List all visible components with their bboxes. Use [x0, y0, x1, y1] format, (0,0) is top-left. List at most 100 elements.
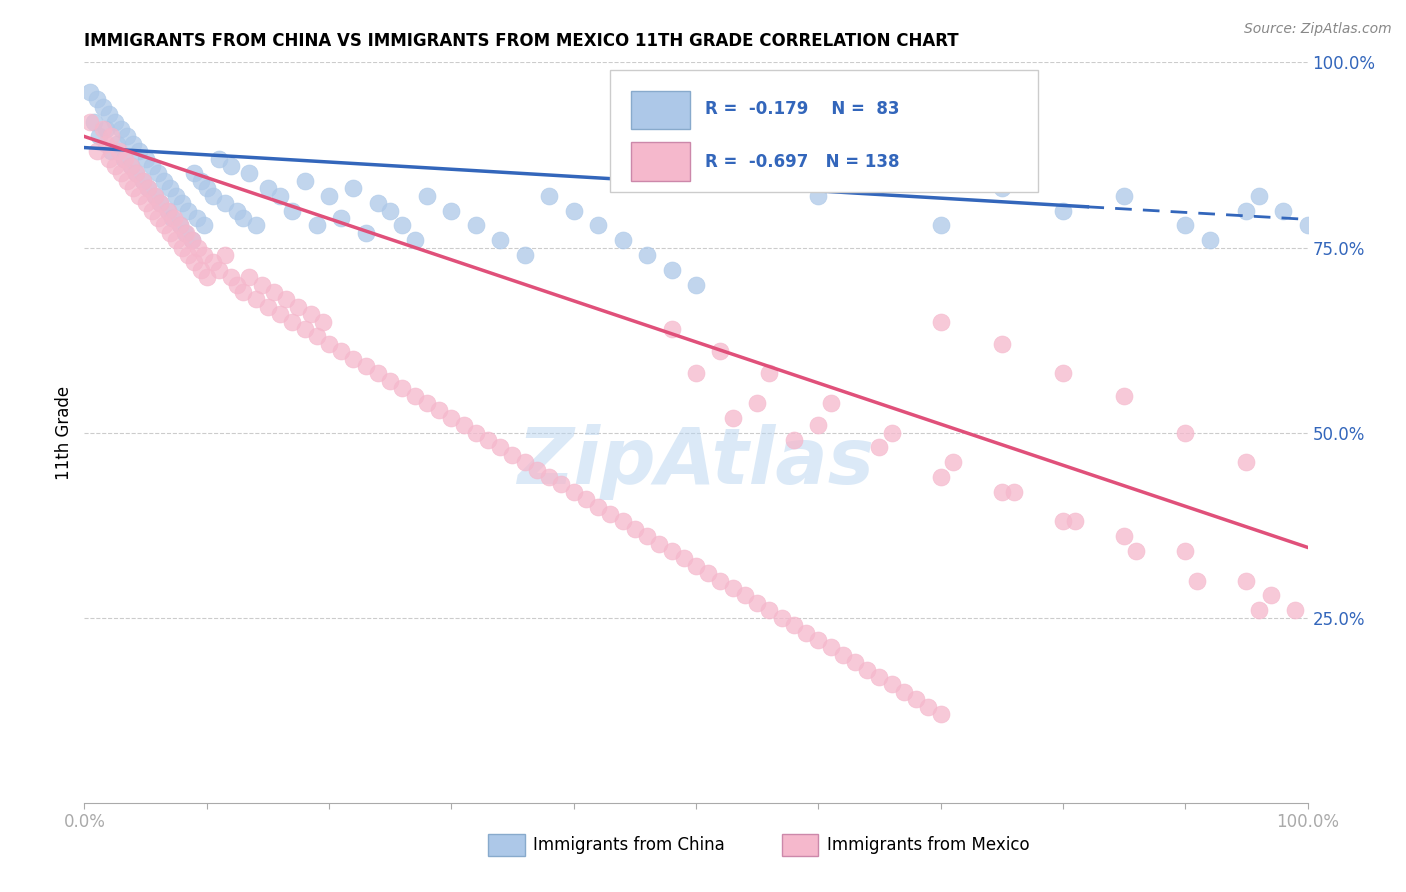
Point	[1125, 544, 1147, 558]
Point	[183, 255, 205, 269]
Point	[120, 159, 142, 173]
Point	[294, 174, 316, 188]
Point	[115, 174, 138, 188]
Point	[783, 433, 806, 447]
Point	[104, 159, 127, 173]
Point	[807, 188, 830, 202]
Point	[96, 136, 118, 151]
Point	[380, 203, 402, 218]
Point	[97, 107, 120, 121]
Point	[132, 174, 155, 188]
Point	[195, 181, 218, 195]
Point	[734, 589, 756, 603]
Point	[929, 470, 952, 484]
Point	[380, 374, 402, 388]
Point	[1114, 188, 1136, 202]
Point	[391, 219, 413, 233]
Point	[86, 145, 108, 159]
Point	[869, 670, 891, 684]
Point	[747, 596, 769, 610]
Point	[245, 219, 267, 233]
Point	[477, 433, 499, 447]
Point	[709, 344, 731, 359]
Point	[169, 219, 191, 233]
Point	[159, 181, 181, 195]
Point	[416, 188, 439, 202]
Point	[1174, 219, 1197, 233]
Point	[183, 166, 205, 180]
Point	[807, 632, 830, 647]
Point	[120, 159, 142, 173]
Point	[190, 262, 212, 277]
Point	[107, 145, 129, 159]
Point	[770, 610, 793, 624]
Point	[464, 219, 486, 233]
Point	[128, 188, 150, 202]
Point	[153, 219, 176, 233]
Point	[122, 136, 145, 151]
Point	[624, 522, 647, 536]
Point	[232, 211, 254, 225]
Point	[367, 196, 389, 211]
Point	[165, 233, 187, 247]
Point	[156, 203, 179, 218]
Point	[125, 166, 148, 180]
Point	[172, 240, 194, 255]
Point	[538, 188, 561, 202]
Point	[513, 455, 536, 469]
Point	[226, 203, 249, 218]
Point	[685, 367, 707, 381]
Point	[721, 410, 744, 425]
Point	[440, 410, 463, 425]
Point	[1002, 484, 1025, 499]
Point	[226, 277, 249, 292]
Point	[354, 226, 377, 240]
Point	[114, 152, 136, 166]
Point	[502, 448, 524, 462]
Point	[991, 336, 1014, 351]
Point	[305, 219, 328, 233]
Point	[79, 114, 101, 128]
Point	[1284, 603, 1306, 617]
Point	[173, 226, 195, 240]
Y-axis label: 11th Grade: 11th Grade	[55, 385, 73, 480]
Point	[250, 277, 273, 292]
Point	[880, 425, 903, 440]
Point	[342, 351, 364, 366]
Point	[929, 706, 952, 721]
Point	[169, 219, 191, 233]
Text: ZipAtlas: ZipAtlas	[517, 425, 875, 500]
Point	[132, 174, 155, 188]
Point	[697, 566, 720, 581]
Point	[1296, 219, 1319, 233]
Point	[190, 174, 212, 188]
Point	[208, 262, 231, 277]
Point	[128, 145, 150, 159]
Point	[526, 462, 548, 476]
Point	[257, 300, 280, 314]
Point	[917, 699, 939, 714]
Point	[489, 233, 512, 247]
Point	[869, 441, 891, 455]
Point	[648, 536, 671, 550]
Point	[747, 396, 769, 410]
Point	[143, 188, 166, 202]
Point	[195, 270, 218, 285]
Point	[354, 359, 377, 373]
Point	[586, 219, 609, 233]
Point	[794, 625, 817, 640]
Point	[1174, 544, 1197, 558]
Point	[661, 322, 683, 336]
Point	[404, 388, 426, 402]
Point	[165, 188, 187, 202]
Point	[685, 277, 707, 292]
Point	[305, 329, 328, 343]
Point	[1052, 367, 1074, 381]
Point	[1247, 188, 1270, 202]
Point	[1114, 388, 1136, 402]
Point	[181, 233, 204, 247]
Point	[110, 166, 132, 180]
Point	[929, 314, 952, 328]
Point	[149, 196, 172, 211]
Point	[177, 203, 200, 218]
